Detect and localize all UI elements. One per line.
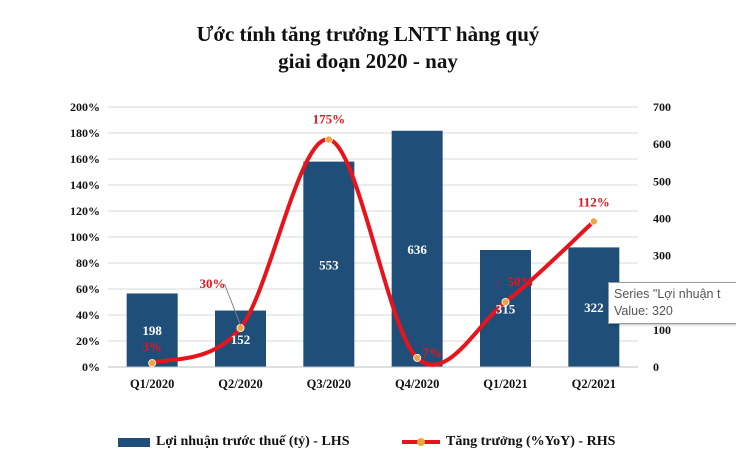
- right-axis-tick-label: 100: [653, 323, 671, 337]
- left-axis-tick-label: 180%: [70, 126, 100, 140]
- right-axis-tick-label: 0: [653, 360, 659, 374]
- growth-point: [589, 217, 598, 226]
- bar-data-label: 198: [142, 323, 162, 338]
- x-axis-tick-label: Q1/2021: [483, 377, 527, 391]
- x-axis-tick-label: Q4/2020: [395, 377, 439, 391]
- line-data-label: 7%: [422, 345, 442, 360]
- chart-title-line-1: Ước tính tăng trưởng LNTT hàng quý: [196, 22, 540, 46]
- left-axis-tick-label: 120%: [70, 204, 100, 218]
- legend-item-bars[interactable]: Lợi nhuận trước thuế (tỷ) - LHS: [118, 430, 349, 454]
- x-axis-tick-label: Q3/2020: [307, 377, 351, 391]
- left-axis-tick-label: 60%: [76, 282, 100, 296]
- left-axis-tick-label: 0%: [82, 360, 100, 374]
- right-axis-tick-label: 700: [653, 100, 671, 114]
- bar-data-label: 322: [584, 300, 604, 315]
- bar: [126, 293, 178, 367]
- growth-point: [324, 135, 333, 144]
- tooltip-series-text: Series "Lợi nhuận t: [614, 287, 721, 301]
- legend-bar-swatch: [118, 437, 150, 447]
- growth-point: [501, 297, 510, 306]
- legend-line-marker: [417, 438, 425, 446]
- tooltip-value-text: Value: 320: [614, 304, 673, 318]
- data-label-leader-line: [224, 283, 241, 326]
- x-axis-tick-label: Q1/2020: [130, 377, 174, 391]
- left-axis-tick-label: 100%: [70, 230, 100, 244]
- legend-item-line[interactable]: Tăng trưởng (%YoY) - RHS: [402, 430, 615, 454]
- x-axis-tick-label: Q2/2020: [218, 377, 262, 391]
- left-axis-tick-label: 200%: [70, 100, 100, 114]
- bar: [215, 310, 266, 367]
- line-data-label: 3%: [142, 339, 162, 354]
- chart-legend: Lợi nhuận trước thuế (tỷ) - LHS Tăng trư…: [0, 430, 736, 454]
- bar: [480, 250, 531, 367]
- left-axis-tick-label: 80%: [76, 256, 100, 270]
- legend-line-swatch: [402, 438, 440, 446]
- line-data-label: 30%: [200, 276, 226, 291]
- right-axis-tick-label: 500: [653, 174, 671, 188]
- x-axis-tick-label: Q2/2021: [572, 377, 616, 391]
- line-data-label: 175%: [313, 112, 346, 127]
- line-data-label: 112%: [578, 194, 610, 209]
- chart-title-line-2: giai đoạn 2020 - nay: [278, 49, 458, 73]
- bar-data-label: 152: [231, 332, 251, 347]
- left-axis-tick-label: 140%: [70, 178, 100, 192]
- growth-point: [413, 353, 422, 362]
- bar-data-label: 315: [496, 302, 516, 317]
- bar: [303, 161, 355, 367]
- bar-data-label: 636: [407, 242, 427, 257]
- bar-data-label: 553: [319, 257, 339, 272]
- series-tooltip: Series "Lợi nhuận t Value: 320: [608, 282, 736, 324]
- line-data-label: 50%: [508, 274, 534, 289]
- right-axis-tick-label: 400: [653, 211, 671, 225]
- left-axis-tick-label: 20%: [76, 334, 100, 348]
- legend-line-label: Tăng trưởng (%YoY) - RHS: [446, 434, 616, 449]
- growth-point: [236, 323, 245, 332]
- growth-point: [148, 359, 157, 368]
- right-axis-tick-label: 300: [653, 249, 671, 263]
- legend-bar-label: Lợi nhuận trước thuế (tỷ) - LHS: [156, 434, 350, 449]
- left-axis-tick-label: 40%: [76, 308, 100, 322]
- right-axis-tick-label: 600: [653, 137, 671, 151]
- left-axis-tick-label: 160%: [70, 152, 100, 166]
